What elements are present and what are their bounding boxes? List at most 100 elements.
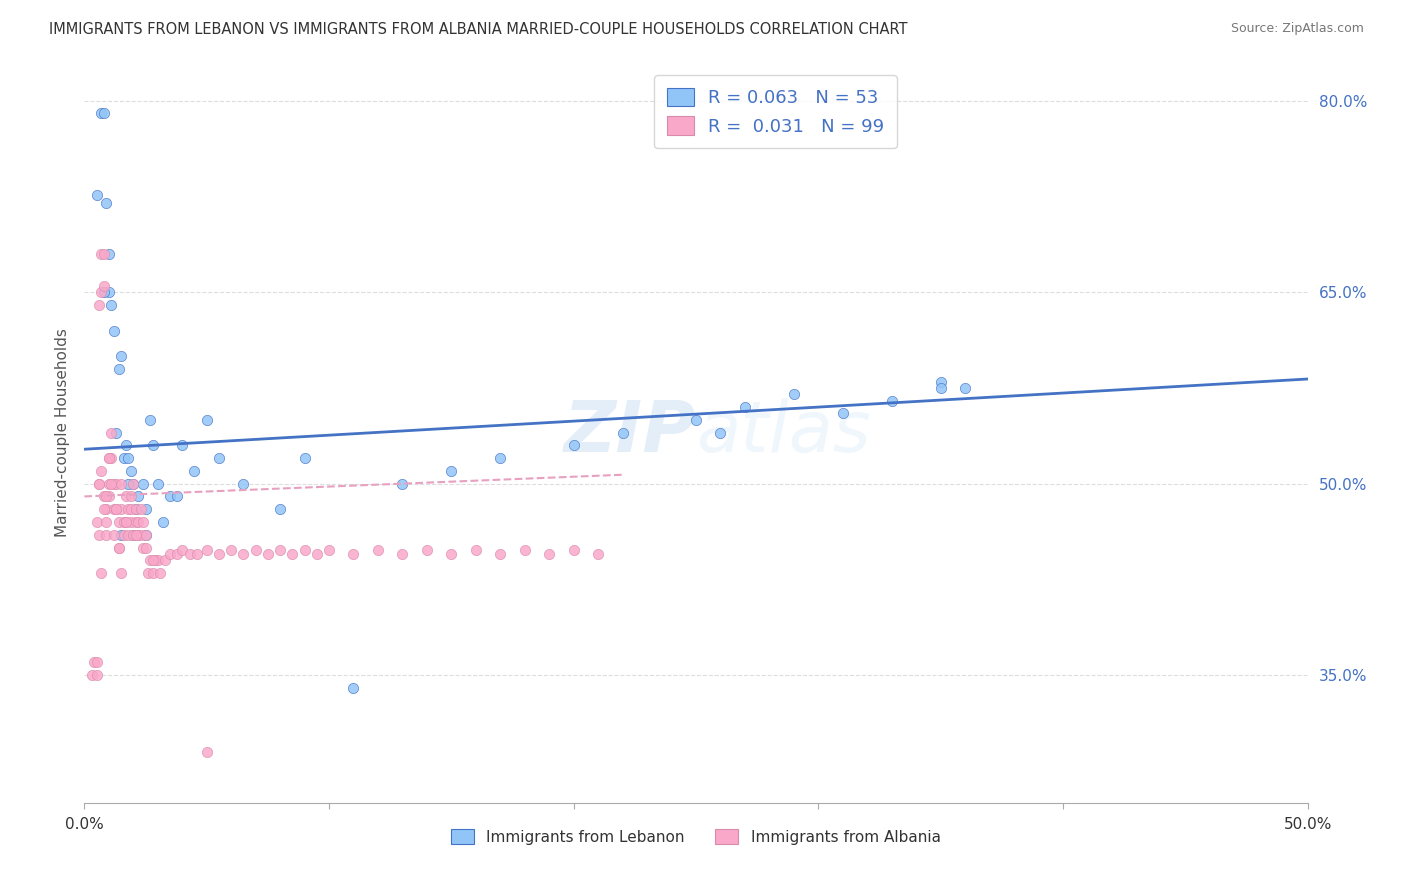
- Point: [86, 656, 108, 670]
- Point: [117, 476, 139, 491]
- Point: [86, 668, 108, 682]
- Point: [120, 490, 142, 504]
- Point: [105, 502, 128, 516]
- Point: [294, 543, 316, 558]
- Point: [342, 547, 364, 561]
- Point: [734, 400, 756, 414]
- Point: [125, 527, 148, 541]
- Point: [87, 527, 110, 541]
- Point: [139, 413, 162, 427]
- Point: [115, 515, 138, 529]
- Point: [146, 476, 169, 491]
- Point: [90, 566, 112, 580]
- Point: [87, 476, 110, 491]
- Point: [195, 745, 218, 759]
- Point: [90, 285, 112, 300]
- Point: [87, 476, 110, 491]
- Point: [117, 451, 139, 466]
- Point: [245, 543, 267, 558]
- Point: [97, 451, 120, 466]
- Point: [880, 393, 903, 408]
- Point: [96, 515, 118, 529]
- Point: [105, 476, 128, 491]
- Point: [153, 553, 176, 567]
- Point: [96, 502, 118, 516]
- Point: [232, 547, 254, 561]
- Point: [100, 425, 122, 440]
- Point: [152, 515, 174, 529]
- Text: atlas: atlas: [696, 398, 870, 467]
- Point: [257, 547, 280, 561]
- Point: [142, 553, 165, 567]
- Point: [127, 490, 149, 504]
- Point: [132, 476, 155, 491]
- Point: [929, 375, 952, 389]
- Point: [110, 349, 132, 363]
- Point: [269, 502, 291, 516]
- Point: [93, 278, 115, 293]
- Point: [122, 527, 145, 541]
- Point: [127, 515, 149, 529]
- Point: [96, 195, 118, 210]
- Point: [929, 381, 952, 395]
- Point: [120, 502, 142, 516]
- Point: [132, 541, 155, 555]
- Point: [135, 502, 157, 516]
- Point: [146, 553, 169, 567]
- Point: [269, 543, 291, 558]
- Text: ZIP: ZIP: [564, 398, 696, 467]
- Point: [391, 547, 413, 561]
- Point: [367, 543, 389, 558]
- Point: [100, 451, 122, 466]
- Point: [93, 285, 115, 300]
- Point: [709, 425, 731, 440]
- Point: [783, 387, 806, 401]
- Point: [122, 476, 145, 491]
- Point: [586, 547, 609, 561]
- Point: [179, 547, 201, 561]
- Point: [90, 106, 112, 120]
- Point: [83, 656, 105, 670]
- Point: [110, 476, 132, 491]
- Point: [416, 543, 439, 558]
- Point: [195, 543, 218, 558]
- Point: [97, 476, 120, 491]
- Point: [107, 541, 129, 555]
- Point: [90, 247, 112, 261]
- Point: [342, 681, 364, 695]
- Point: [318, 543, 340, 558]
- Point: [294, 451, 316, 466]
- Point: [208, 451, 231, 466]
- Point: [107, 515, 129, 529]
- Point: [125, 515, 148, 529]
- Point: [135, 527, 157, 541]
- Point: [136, 566, 159, 580]
- Point: [110, 566, 132, 580]
- Point: [80, 668, 103, 682]
- Point: [166, 490, 188, 504]
- Point: [125, 502, 148, 516]
- Point: [562, 543, 585, 558]
- Point: [489, 451, 512, 466]
- Point: [139, 553, 162, 567]
- Point: [90, 464, 112, 478]
- Point: [115, 438, 138, 452]
- Point: [97, 247, 120, 261]
- Point: [100, 298, 122, 312]
- Point: [489, 547, 512, 561]
- Point: [86, 188, 108, 202]
- Point: [538, 547, 561, 561]
- Point: [117, 502, 139, 516]
- Point: [107, 361, 129, 376]
- Point: [115, 490, 138, 504]
- Point: [103, 502, 125, 516]
- Point: [186, 547, 208, 561]
- Point: [97, 285, 120, 300]
- Point: [464, 543, 486, 558]
- Point: [125, 502, 148, 516]
- Point: [112, 515, 135, 529]
- Point: [129, 527, 152, 541]
- Point: [612, 425, 634, 440]
- Point: [183, 464, 205, 478]
- Point: [112, 451, 135, 466]
